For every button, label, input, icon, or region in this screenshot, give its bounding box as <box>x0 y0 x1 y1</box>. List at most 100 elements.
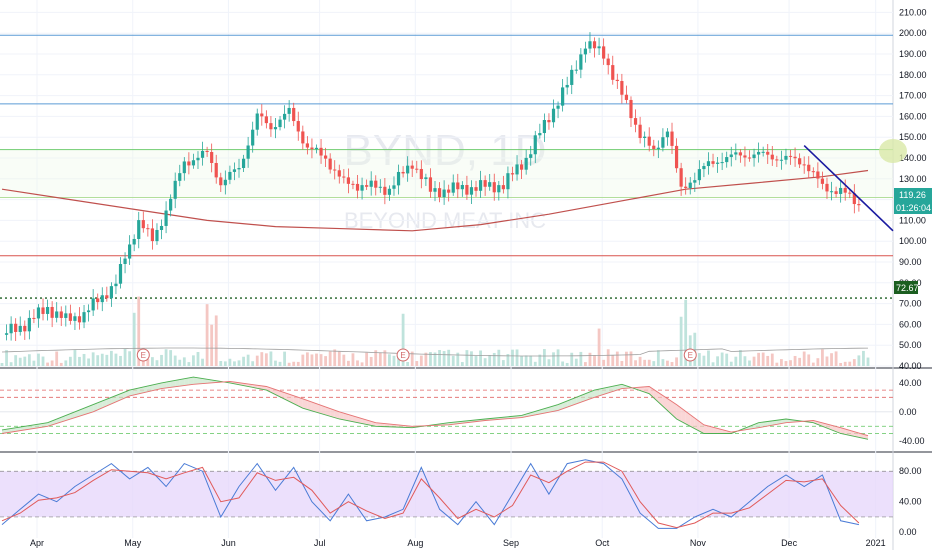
volume-bar <box>365 352 369 366</box>
earnings-marker-icon[interactable] <box>683 348 697 362</box>
candle-body <box>615 79 619 82</box>
price-tick-label: 150.00 <box>899 132 927 142</box>
time-tick-label: Jul <box>314 538 326 548</box>
candle-body <box>447 189 451 193</box>
volume-bar <box>260 352 264 366</box>
candle-body <box>757 151 761 155</box>
trendline[interactable] <box>803 144 894 232</box>
candle-body <box>219 177 223 186</box>
volume-bar <box>538 354 542 366</box>
osc-fill <box>580 393 586 403</box>
osc-fill <box>375 422 381 427</box>
candle-body <box>574 69 578 71</box>
candle-body <box>798 158 802 165</box>
volume-bar <box>46 362 49 366</box>
osc-fill <box>143 385 148 393</box>
volume-bar <box>287 362 291 366</box>
earnings-marker-icon[interactable] <box>136 348 150 362</box>
earnings-marker-icon[interactable] <box>396 348 410 362</box>
candle-body <box>255 113 259 130</box>
time-tick-label: Nov <box>690 538 707 548</box>
osc-fill <box>175 379 180 387</box>
candle-body <box>118 263 123 284</box>
volume-bar <box>561 361 565 366</box>
osc-fill <box>270 388 276 395</box>
volume-bar <box>178 359 182 366</box>
volume-bar <box>251 361 255 366</box>
volume-bar <box>460 362 464 366</box>
volume-bar <box>524 355 528 366</box>
candle-body <box>114 283 118 287</box>
volume-bar <box>620 360 624 366</box>
volume-bar <box>219 361 223 366</box>
candle-body <box>96 298 100 303</box>
candle-body <box>210 151 214 163</box>
price-tick-label: 50.00 <box>899 340 922 350</box>
volume-bar <box>0 363 4 366</box>
volume-bar <box>333 349 337 366</box>
volume-bar <box>547 359 551 366</box>
candle-body <box>747 157 752 159</box>
volume-bar <box>789 360 792 366</box>
time-tick-label: Aug <box>407 538 423 548</box>
osc-fill <box>708 426 714 434</box>
candle-body <box>214 162 218 178</box>
osc-fill <box>681 407 686 424</box>
volume-bar <box>328 351 332 366</box>
candle-body <box>624 94 629 100</box>
candle-body <box>232 169 237 172</box>
candle-body <box>852 193 856 205</box>
osc-fill <box>302 398 308 410</box>
candle-body <box>287 107 291 114</box>
volume-bar <box>18 357 22 366</box>
candle-body <box>542 119 546 134</box>
volume-bar <box>748 360 751 366</box>
volume-bar <box>465 350 469 366</box>
volume-bar <box>315 353 318 366</box>
volume-bar <box>857 355 861 366</box>
volume-bar <box>214 315 218 366</box>
candle-body <box>23 325 27 332</box>
candle-body <box>633 118 638 125</box>
osc-fill <box>321 405 326 415</box>
candle-body <box>729 154 733 158</box>
volume-bar <box>862 350 865 366</box>
horizontal-levels[interactable] <box>0 34 893 299</box>
volume-bar <box>210 324 214 366</box>
volume-bar <box>579 351 583 366</box>
candle-body <box>77 316 82 323</box>
volume-bar <box>164 349 168 366</box>
volume-bar <box>584 362 587 366</box>
volume-bar <box>32 360 36 366</box>
volume-bar <box>852 359 856 366</box>
osc-fill <box>594 389 600 398</box>
candle-body <box>164 210 168 226</box>
trendline-line[interactable] <box>803 144 894 232</box>
last-price-tag <box>894 188 932 201</box>
osc-fill <box>713 427 718 434</box>
candle-body <box>820 178 825 184</box>
time-axis[interactable]: Apr May Jun Jul Aug Sep Oct Nov Dec 2021 <box>30 538 886 548</box>
volume-bar <box>752 356 756 366</box>
volume-bar <box>775 362 779 366</box>
volume-bar <box>515 349 519 366</box>
osc-fill <box>179 378 185 387</box>
candle-body <box>652 145 656 149</box>
moving-average <box>1 169 869 232</box>
candle-body <box>14 323 18 332</box>
volume-bar <box>429 352 432 366</box>
volume-bar <box>388 354 391 366</box>
stoch-d-line <box>1 461 860 529</box>
price-tick-label: 90.00 <box>899 257 922 267</box>
price-tick-label: 140.00 <box>899 153 927 163</box>
candle-body <box>688 182 692 188</box>
candle-body <box>488 182 492 187</box>
osc-fill <box>93 402 98 412</box>
candle-body <box>369 180 373 187</box>
volume-bar <box>109 350 113 366</box>
candle-body <box>410 165 414 169</box>
volume-bar <box>533 361 537 366</box>
